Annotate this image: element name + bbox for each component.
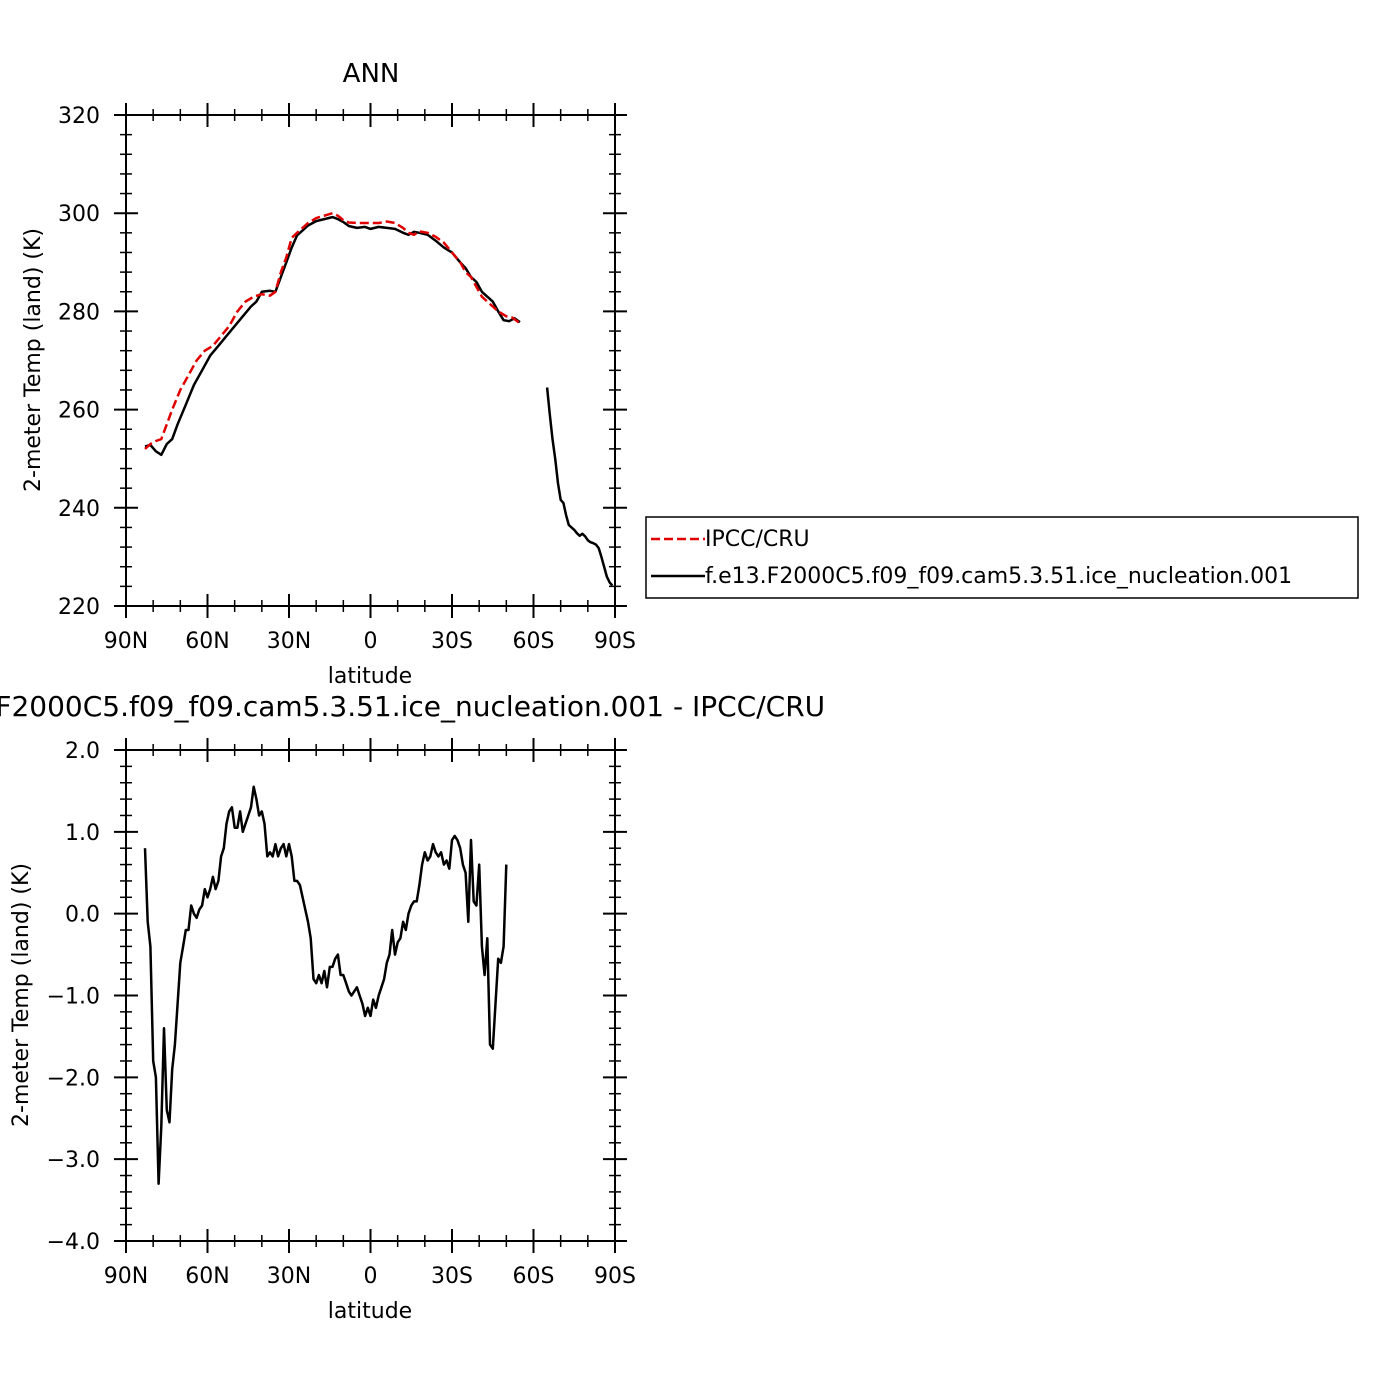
bottom-x-tick-label: 90S <box>594 1264 636 1289</box>
top-y-tick-label: 300 <box>58 202 100 227</box>
top-x-tick-label: 60S <box>513 629 555 654</box>
top-x-tick-label: 0 <box>364 629 378 654</box>
top-x-tick-label: 30N <box>267 629 311 654</box>
top-series-line-ipcc-cru <box>144 211 521 450</box>
bottom-y-tick-label: −4.0 <box>47 1230 100 1255</box>
top-plot-frame <box>125 114 616 607</box>
top-x-tick-label: 90N <box>104 629 148 654</box>
top-y-tick-label: 220 <box>58 595 100 620</box>
bottom-y-tick-label: −2.0 <box>47 1066 100 1091</box>
bottom-y-axis-label: 2-meter Temp (land) (K) <box>9 863 34 1127</box>
bottom-panel: f.e13.F2000C5.f09_f09.cam5.3.51.ice_nucl… <box>0 690 825 1324</box>
bottom-y-tick-label: −1.0 <box>47 985 100 1010</box>
legend-label-model: f.e13.F2000C5.f09_f09.cam5.3.51.ice_nucl… <box>705 564 1292 589</box>
top-series-lines <box>144 211 614 587</box>
bottom-x-axis-label: latitude <box>328 1299 412 1324</box>
bottom-series-lines <box>143 785 508 1185</box>
top-y-axis-label: 2-meter Temp (land) (K) <box>21 228 46 492</box>
bottom-chart-title: f.e13.F2000C5.f09_f09.cam5.3.51.ice_nucl… <box>0 690 825 723</box>
top-x-axis-label: latitude <box>328 664 412 689</box>
legend-box <box>645 516 1359 599</box>
bottom-series-line-difference <box>143 785 508 1185</box>
bottom-x-tick-label: 30S <box>431 1264 473 1289</box>
bottom-x-tick-label: 60N <box>185 1264 229 1289</box>
bottom-axis-ticks: 90N 60N 30N 0 30S 60S 90S −4.0 −3.0 −2.0 −1.0 0.0 1.… <box>47 738 636 1289</box>
top-y-tick-label: 240 <box>58 497 100 522</box>
top-chart-title: ANN <box>343 59 400 89</box>
top-series-line-model <box>144 215 521 457</box>
bottom-x-tick-label: 60S <box>513 1264 555 1289</box>
legend: IPCC/CRU f.e13.F2000C5.f09_f09.cam5.3.51… <box>645 516 1359 599</box>
top-series-line-model <box>545 387 614 587</box>
top-panel: ANN 2-meter Temp (land) (K) latitude 90N… <box>21 59 636 689</box>
top-x-tick-label: 30S <box>431 629 473 654</box>
bottom-y-tick-label: 1.0 <box>65 821 100 846</box>
bottom-y-tick-label: 0.0 <box>65 903 100 928</box>
bottom-plot-frame <box>125 749 616 1242</box>
top-axis-ticks: 90N 60N 30N 0 30S 60S 90S 220 240 260 280 300 320 <box>58 103 636 654</box>
bottom-x-tick-label: 30N <box>267 1264 311 1289</box>
top-y-tick-label: 320 <box>58 104 100 129</box>
top-y-tick-label: 260 <box>58 399 100 424</box>
top-x-tick-label: 60N <box>185 629 229 654</box>
bottom-y-tick-label: 2.0 <box>65 739 100 764</box>
bottom-y-tick-label: −3.0 <box>47 1148 100 1173</box>
top-x-tick-label: 90S <box>594 629 636 654</box>
legend-label-ipcc-cru: IPCC/CRU <box>705 527 810 552</box>
bottom-x-tick-label: 0 <box>364 1264 378 1289</box>
bottom-x-tick-label: 90N <box>104 1264 148 1289</box>
top-y-tick-label: 280 <box>58 300 100 325</box>
